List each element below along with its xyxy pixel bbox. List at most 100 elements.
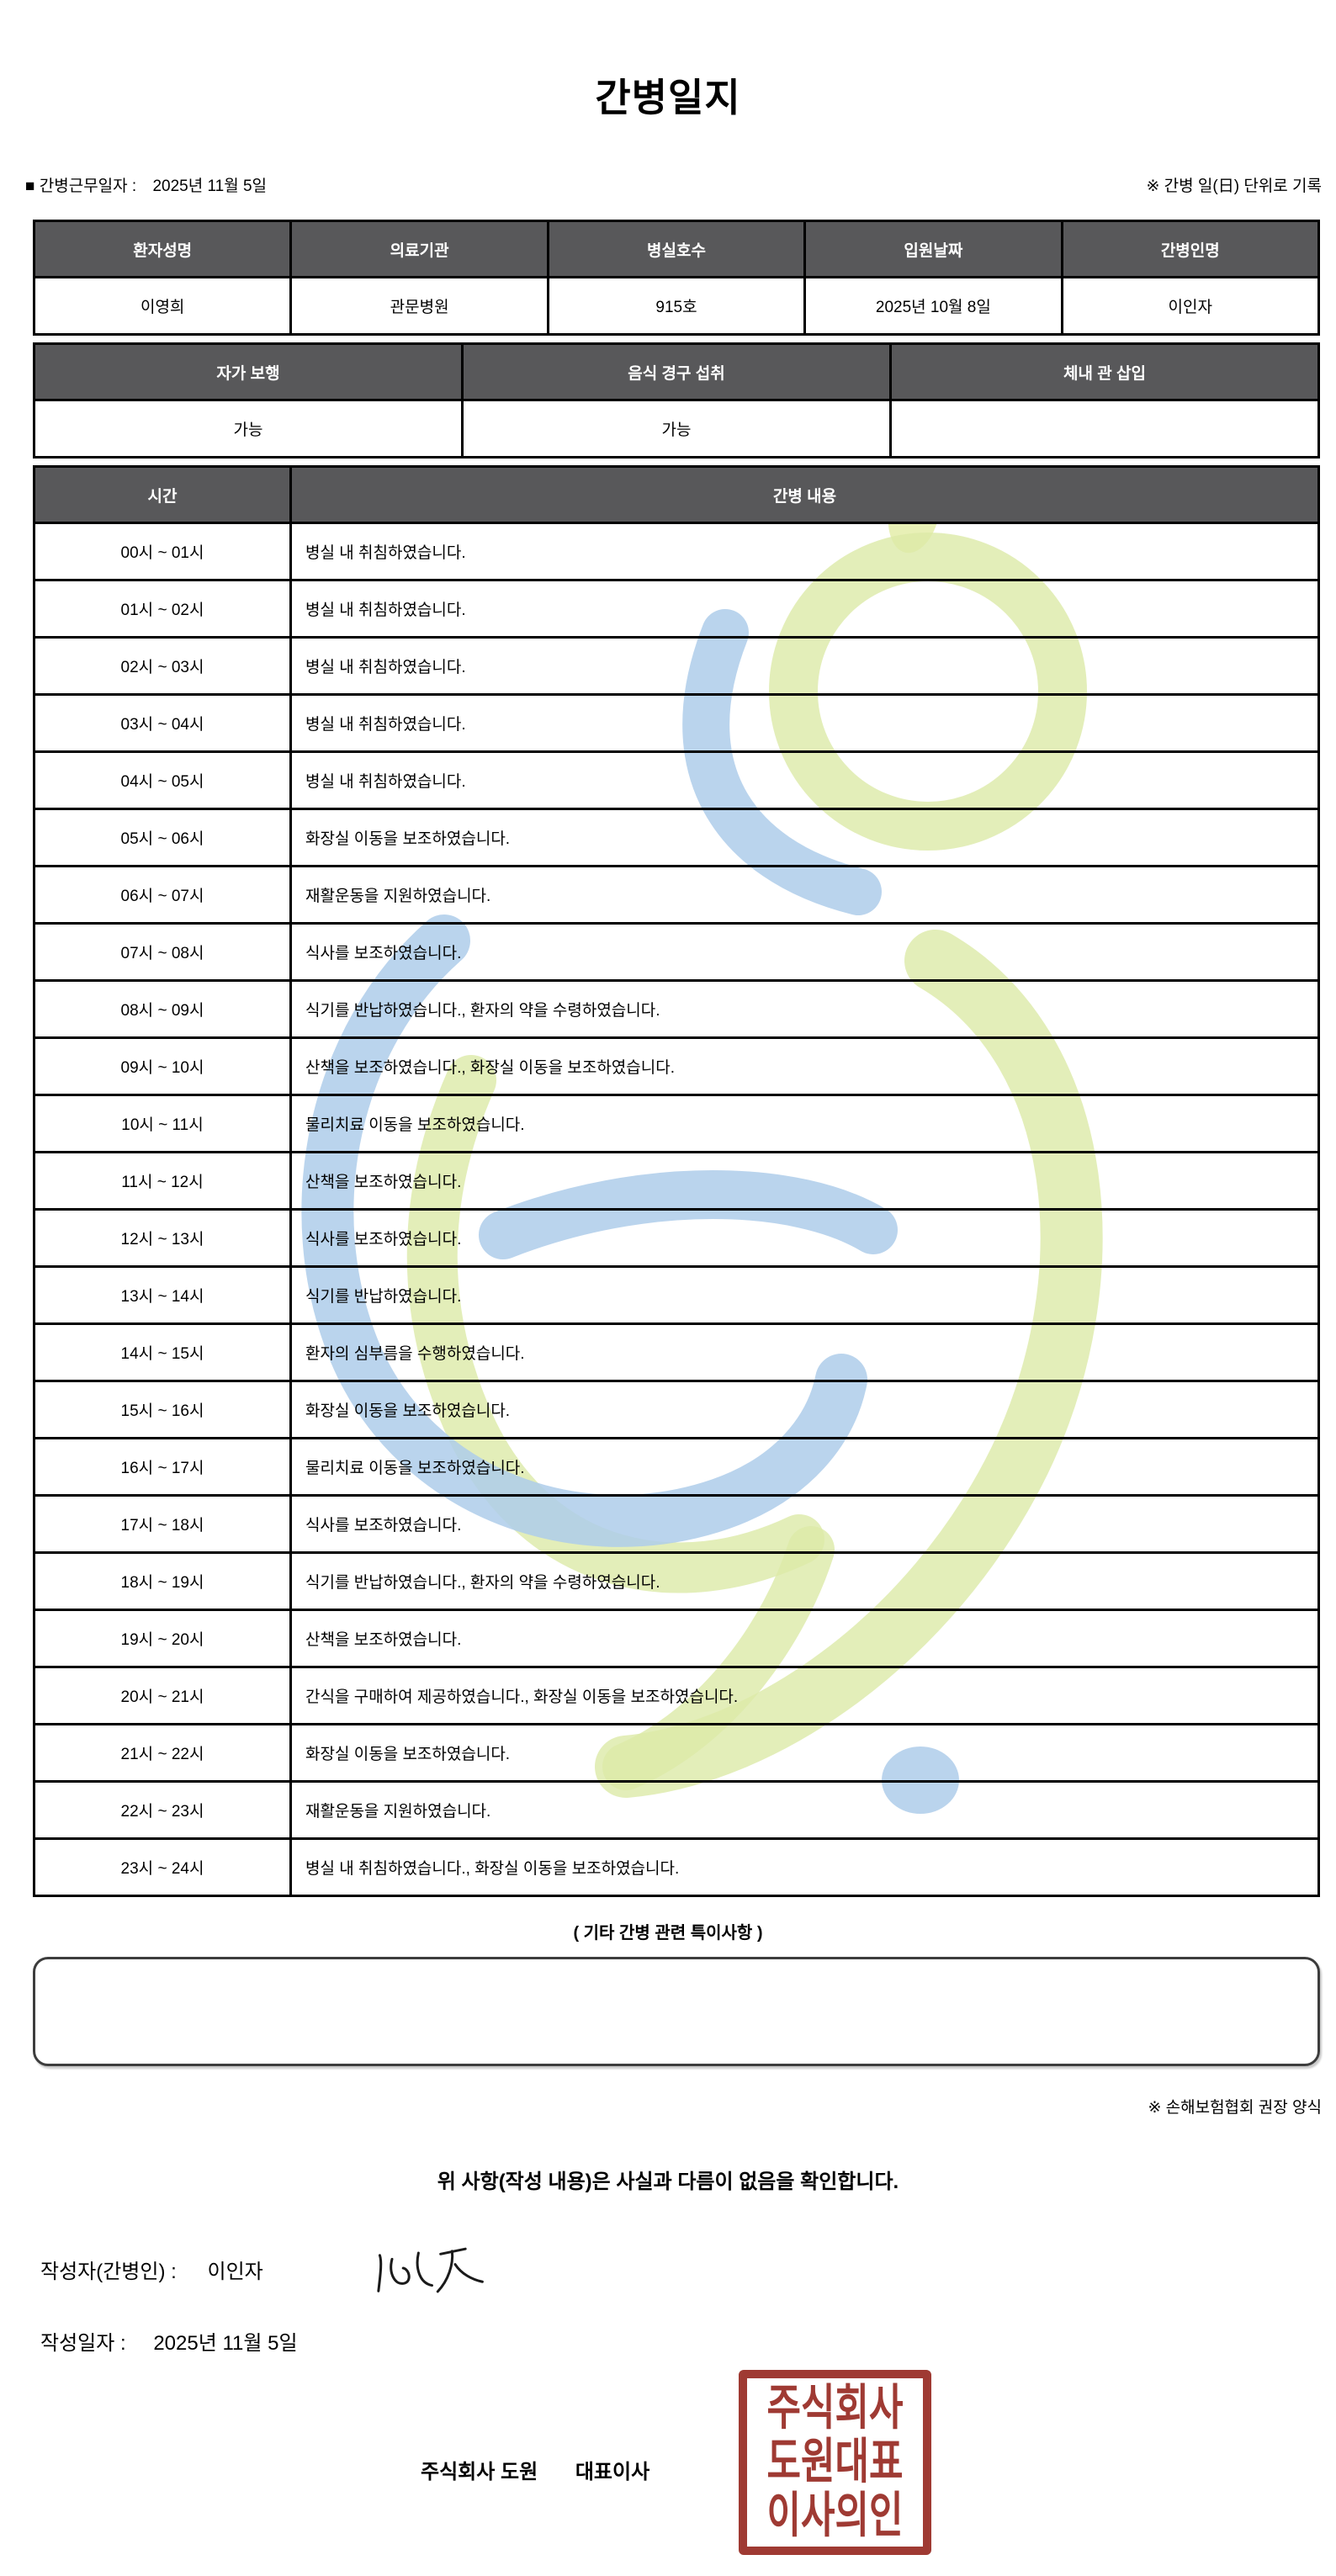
time-cell: 05시 ~ 06시 xyxy=(33,808,292,867)
table-row: 22시 ~ 23시 재활운동을 지원하였습니다. xyxy=(33,1780,1320,1840)
table-row: 17시 ~ 18시 식사를 보조하였습니다. xyxy=(33,1494,1320,1554)
time-cell: 12시 ~ 13시 xyxy=(33,1208,292,1268)
work-date-value: 2025년 11월 5일 xyxy=(152,178,268,195)
content-cell: 재활운동을 지원하였습니다. xyxy=(289,865,1320,925)
content-cell: 병실 내 취침하였습니다., 화장실 이동을 보조하였습니다. xyxy=(289,1837,1320,1897)
content-cell: 식기를 반납하였습니다., 환자의 약을 수령하였습니다. xyxy=(289,979,1320,1039)
hospital-value: 관문병원 xyxy=(289,276,549,336)
col-header-admission-date: 입원날짜 xyxy=(803,220,1063,278)
notes-section-title: ( 기타 간병 관련 특이사항 ) xyxy=(573,1924,763,1943)
time-cell: 09시 ~ 10시 xyxy=(33,1036,292,1096)
caregiver-name-value: 이인자 xyxy=(1060,276,1321,336)
patient-info-header-row: 환자성명 의료기관 병실호수 입원날짜 간병인명 xyxy=(32,220,1321,278)
content-cell: 환자의 심부름을 수행하였습니다. xyxy=(289,1322,1320,1382)
confirmation-statement: 위 사항(작성 내용)은 사실과 다름이 없음을 확인합니다. xyxy=(437,2171,899,2193)
content-cell: 식사를 보조하였습니다. xyxy=(289,1208,1320,1268)
content-cell: 산책을 보조하였습니다. xyxy=(289,1609,1320,1668)
col-header-oral-intake: 음식 경구 섭취 xyxy=(461,342,892,401)
time-cell: 20시 ~ 21시 xyxy=(33,1666,292,1725)
table-row: 21시 ~ 22시 화장실 이동을 보조하였습니다. xyxy=(33,1723,1320,1783)
company-line: 주식회사 도원 대표이사 xyxy=(421,2455,649,2484)
table-row: 13시 ~ 14시 식기를 반납하였습니다. xyxy=(33,1265,1320,1325)
time-cell: 10시 ~ 11시 xyxy=(33,1094,292,1153)
table-row: 08시 ~ 09시 식기를 반납하였습니다., 환자의 약을 수령하였습니다. xyxy=(33,979,1320,1039)
col-header-caregiver-name: 간병인명 xyxy=(1060,220,1321,278)
content-cell: 물리치료 이동을 보조하였습니다. xyxy=(289,1094,1320,1153)
seal-text-row: 이사의인 xyxy=(766,2489,904,2543)
time-cell: 01시 ~ 02시 xyxy=(33,579,292,639)
table-row: 12시 ~ 13시 식사를 보조하였습니다. xyxy=(33,1208,1320,1268)
time-cell: 21시 ~ 22시 xyxy=(33,1723,292,1783)
time-cell: 22시 ~ 23시 xyxy=(33,1780,292,1840)
meta-row: ■ 간병근무일자 : 2025년 11월 5일 ※ 간병 일(日) 단위로 기록 xyxy=(25,173,1322,196)
company-name: 주식회사 도원 xyxy=(421,2461,538,2483)
content-cell: 재활운동을 지원하였습니다. xyxy=(289,1780,1320,1840)
table-row: 18시 ~ 19시 식기를 반납하였습니다., 환자의 약을 수령하였습니다. xyxy=(33,1551,1320,1611)
patient-info-table: 환자성명 의료기관 병실호수 입원날짜 간병인명 이영희 관문병원 915호 2… xyxy=(32,220,1321,336)
table-row: 09시 ~ 10시 산책을 보조하였습니다., 화장실 이동을 보조하였습니다. xyxy=(33,1036,1320,1096)
col-header-patient-name: 환자성명 xyxy=(32,220,293,278)
time-cell: 14시 ~ 15시 xyxy=(33,1322,292,1382)
content-cell: 병실 내 취침하였습니다. xyxy=(289,693,1320,753)
written-date-line: 작성일자 : 2025년 11월 5일 xyxy=(40,2326,1336,2356)
time-cell: 19시 ~ 20시 xyxy=(33,1609,292,1668)
tube-insertion-value xyxy=(889,399,1320,458)
table-row: 03시 ~ 04시 병실 내 취침하였습니다. xyxy=(33,693,1320,753)
content-cell: 식사를 보조하였습니다. xyxy=(289,1494,1320,1554)
notes-box xyxy=(33,1957,1320,2066)
table-row: 20시 ~ 21시 간식을 구매하여 제공하였습니다., 화장실 이동을 보조하였… xyxy=(33,1666,1320,1725)
time-cell: 04시 ~ 05시 xyxy=(33,750,292,810)
seal-text-row: 주식회사 xyxy=(766,2381,904,2436)
table-row: 02시 ~ 03시 병실 내 취침하였습니다. xyxy=(33,636,1320,696)
content-cell: 화장실 이동을 보조하였습니다. xyxy=(289,1723,1320,1783)
time-cell: 03시 ~ 04시 xyxy=(33,693,292,753)
content-cell: 산책을 보조하였습니다., 화장실 이동을 보조하였습니다. xyxy=(289,1036,1320,1096)
table-row: 05시 ~ 06시 화장실 이동을 보조하였습니다. xyxy=(33,808,1320,867)
col-header-tube-insertion: 체내 관 삽입 xyxy=(889,342,1320,401)
status-value-row: 가능 가능 xyxy=(33,399,1320,458)
work-date-line: ■ 간병근무일자 : 2025년 11월 5일 xyxy=(25,173,267,196)
time-cell: 17시 ~ 18시 xyxy=(33,1494,292,1554)
time-cell: 08시 ~ 09시 xyxy=(33,979,292,1039)
work-date-label: ■ 간병근무일자 : xyxy=(25,178,137,195)
care-log-table: 시간 간병 내용 00시 ~ 01시 병실 내 취침하였습니다. 01시 ~ 02… xyxy=(33,465,1320,1897)
time-cell: 16시 ~ 17시 xyxy=(33,1437,292,1497)
time-cell: 07시 ~ 08시 xyxy=(33,922,292,982)
content-cell: 식기를 반납하였습니다. xyxy=(289,1265,1320,1325)
writer-line: 작성자(간병인) : 이인자 xyxy=(40,2247,1336,2293)
signature-icon xyxy=(377,2247,484,2293)
content-cell: 병실 내 취침하였습니다. xyxy=(289,636,1320,696)
table-row: 14시 ~ 15시 환자의 심부름을 수행하였습니다. xyxy=(33,1322,1320,1382)
time-cell: 11시 ~ 12시 xyxy=(33,1151,292,1211)
content-cell: 병실 내 취침하였습니다. xyxy=(289,750,1320,810)
content-cell: 산책을 보조하였습니다. xyxy=(289,1151,1320,1211)
content-cell: 병실 내 취침하였습니다. xyxy=(289,579,1320,639)
status-header-row: 자가 보행 음식 경구 섭취 체내 관 삽입 xyxy=(33,342,1320,401)
col-header-room: 병실호수 xyxy=(546,220,807,278)
time-cell: 15시 ~ 16시 xyxy=(33,1380,292,1439)
table-row: 00시 ~ 01시 병실 내 취침하였습니다. xyxy=(33,522,1320,581)
table-row: 06시 ~ 07시 재활운동을 지원하였습니다. xyxy=(33,865,1320,925)
time-cell: 23시 ~ 24시 xyxy=(33,1837,292,1897)
col-header-hospital: 의료기관 xyxy=(289,220,549,278)
time-cell: 00시 ~ 01시 xyxy=(33,522,292,581)
content-cell: 병실 내 취침하였습니다. xyxy=(289,522,1320,581)
written-date-value: 2025년 11월 5일 xyxy=(153,2332,298,2355)
table-row: 23시 ~ 24시 병실 내 취침하였습니다., 화장실 이동을 보조하였습니다. xyxy=(33,1837,1320,1897)
col-header-time: 시간 xyxy=(33,465,292,524)
log-header-row: 시간 간병 내용 xyxy=(33,465,1320,524)
content-cell: 화장실 이동을 보조하였습니다. xyxy=(289,1380,1320,1439)
table-row: 16시 ~ 17시 물리치료 이동을 보조하였습니다. xyxy=(33,1437,1320,1497)
unit-note: ※ 간병 일(日) 단위로 기록 xyxy=(1146,178,1322,195)
table-row: 11시 ~ 12시 산책을 보조하였습니다. xyxy=(33,1151,1320,1211)
col-header-care-content: 간병 내용 xyxy=(289,465,1320,524)
form-note: ※ 손해보험협회 권장 양식 xyxy=(1148,2099,1322,2117)
company-seal-block: 주식회사 도원 대표이사 주식회사 도원대표 이사의인 xyxy=(0,2356,1336,2576)
time-cell: 13시 ~ 14시 xyxy=(33,1265,292,1325)
admission-date-value: 2025년 10월 8일 xyxy=(803,276,1063,336)
table-row: 10시 ~ 11시 물리치료 이동을 보조하였습니다. xyxy=(33,1094,1320,1153)
written-date-label: 작성일자 : xyxy=(40,2332,126,2355)
content-cell: 화장실 이동을 보조하였습니다. xyxy=(289,808,1320,867)
table-row: 19시 ~ 20시 산책을 보조하였습니다. xyxy=(33,1609,1320,1668)
